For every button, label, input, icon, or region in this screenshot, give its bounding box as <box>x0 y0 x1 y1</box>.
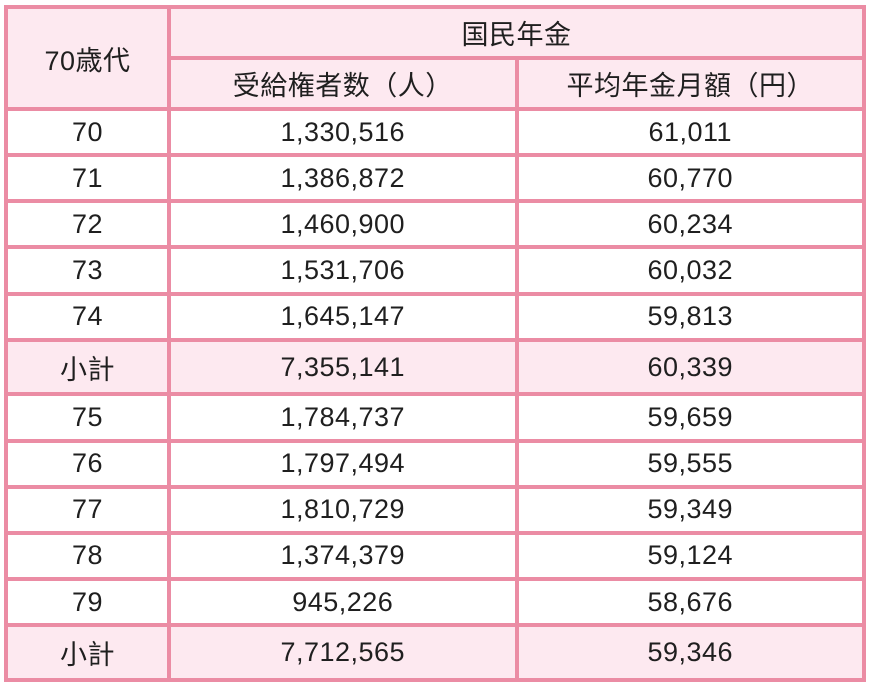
table-row: 70 1,330,516 61,011 <box>3 106 866 158</box>
avg-monthly-cell: 61,011 <box>514 106 866 158</box>
subtotal-row: 小計 7,712,565 59,346 <box>3 623 866 682</box>
beneficiaries-cell: 1,460,900 <box>167 199 519 250</box>
table-row: 78 1,374,379 59,124 <box>3 530 866 582</box>
age-cell: 小計 <box>3 623 172 682</box>
beneficiaries-cell: 945,226 <box>167 576 519 628</box>
beneficiaries-cell: 1,645,147 <box>167 291 519 342</box>
beneficiaries-cell: 1,810,729 <box>167 484 519 535</box>
age-cell: 71 <box>3 153 172 204</box>
table-body: 70 1,330,516 61,011 71 1,386,872 60,770 72 1,46… <box>3 106 866 682</box>
age-cell: 70 <box>3 106 172 158</box>
beneficiaries-cell: 1,374,379 <box>167 530 519 582</box>
age-cell: 小計 <box>3 337 172 397</box>
table-row: 73 1,531,706 60,032 <box>3 245 866 296</box>
avg-monthly-cell: 59,555 <box>514 438 866 489</box>
age-cell: 79 <box>3 576 172 628</box>
avg-monthly-cell: 59,124 <box>514 530 866 582</box>
avg-monthly-cell: 59,346 <box>514 623 866 682</box>
avg-monthly-cell: 60,032 <box>514 245 866 296</box>
avg-monthly-cell: 58,676 <box>514 576 866 628</box>
table-header: 70歳代 国民年金 受給権者数（人） 平均年金月額（円） <box>3 5 866 111</box>
beneficiaries-cell: 7,355,141 <box>167 337 519 397</box>
table-row: 75 1,784,737 59,659 <box>3 392 866 443</box>
beneficiaries-cell: 7,712,565 <box>167 623 519 682</box>
header-row-1: 70歳代 国民年金 <box>3 5 866 111</box>
header-row-2: 受給権者数（人） 平均年金月額（円） <box>6 56 866 111</box>
age-cell: 75 <box>3 392 172 443</box>
avg-monthly-cell: 59,813 <box>514 291 866 342</box>
beneficiaries-cell: 1,330,516 <box>167 106 519 158</box>
age-cell: 72 <box>3 199 172 250</box>
table-row: 72 1,460,900 60,234 <box>3 199 866 250</box>
pension-table: 70歳代 国民年金 受給権者数（人） 平均年金月額（円） 70 1,330,516… <box>3 5 866 682</box>
age-group-header: 70歳代 <box>3 5 172 111</box>
avg-monthly-cell: 60,339 <box>514 337 866 397</box>
age-cell: 77 <box>3 484 172 535</box>
avg-monthly-cell: 59,659 <box>514 392 866 443</box>
age-cell: 78 <box>3 530 172 582</box>
table-row: 79 945,226 58,676 <box>3 576 866 628</box>
beneficiaries-cell: 1,797,494 <box>167 438 519 489</box>
beneficiaries-cell: 1,531,706 <box>167 245 519 296</box>
table-row: 76 1,797,494 59,555 <box>3 438 866 489</box>
beneficiaries-column-header: 受給権者数（人） <box>167 56 519 111</box>
beneficiaries-cell: 1,386,872 <box>167 153 519 204</box>
table-row: 74 1,645,147 59,813 <box>3 291 866 342</box>
table-row: 71 1,386,872 60,770 <box>3 153 866 204</box>
subtotal-row: 小計 7,355,141 60,339 <box>3 337 866 397</box>
pension-type-header: 国民年金 <box>167 5 866 60</box>
age-cell: 73 <box>3 245 172 296</box>
age-cell: 74 <box>3 291 172 342</box>
table-row: 77 1,810,729 59,349 <box>3 484 866 535</box>
avg-monthly-cell: 60,770 <box>514 153 866 204</box>
beneficiaries-cell: 1,784,737 <box>167 392 519 443</box>
avg-monthly-column-header: 平均年金月額（円） <box>514 56 866 111</box>
avg-monthly-cell: 60,234 <box>514 199 866 250</box>
avg-monthly-cell: 59,349 <box>514 484 866 535</box>
age-cell: 76 <box>3 438 172 489</box>
